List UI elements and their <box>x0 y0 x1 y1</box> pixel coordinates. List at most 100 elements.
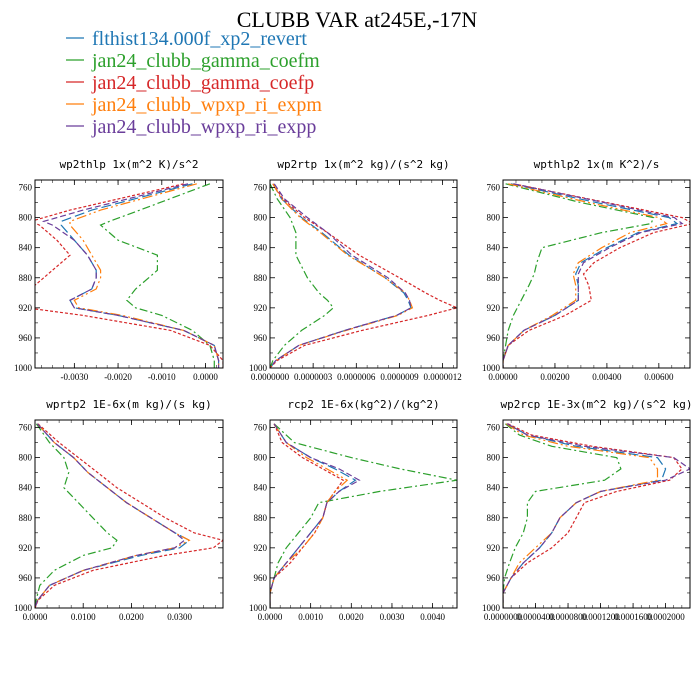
series-line <box>270 423 345 608</box>
x-tick-label: 0.0300 <box>167 612 192 622</box>
y-tick-label: 920 <box>487 543 501 553</box>
plot-frame <box>34 179 224 369</box>
y-tick-label: 800 <box>487 453 501 463</box>
x-tick-label: 0.0000800 <box>549 612 588 622</box>
panel-grid: wp2thlp 1x(m^2 K)/s^2 760 800 840 880 920 960 1… <box>14 158 693 622</box>
y-tick-label: 960 <box>254 333 268 343</box>
legend: flthist134.000f_xp2_revertjan24_clubb_ga… <box>66 28 322 138</box>
plot-frame <box>502 419 691 609</box>
panel-title: wp2thlp 1x(m^2 K)/s^2 <box>59 158 198 171</box>
series-line <box>270 183 457 368</box>
series-line <box>35 183 223 368</box>
y-tick-label: 800 <box>19 453 33 463</box>
chart-panel: wpthlp2 1x(m K^2)/s 760 800 840 880 920 960 100… <box>482 158 691 382</box>
y-tick-label: 1000 <box>14 363 33 373</box>
x-tick-label: -0.0030 <box>60 372 88 382</box>
y-tick-label: 920 <box>254 543 268 553</box>
x-tick-label: 0.0000 <box>258 612 283 622</box>
y-tick-label: 960 <box>19 333 33 343</box>
y-tick-label: 960 <box>487 573 501 583</box>
y-tick-label: 920 <box>19 543 33 553</box>
series-line <box>503 423 622 608</box>
y-tick-label: 960 <box>487 333 501 343</box>
y-tick-label: 760 <box>254 183 268 193</box>
chart-panel: wp2rcp 1E-3x(m^2 kg)/(s^2 kg) 760 800 840 88… <box>482 398 693 622</box>
x-tick-label: -0.0010 <box>148 372 176 382</box>
x-tick-label: 0.0030 <box>380 612 405 622</box>
x-tick-label: 0.0000000 <box>251 372 290 382</box>
x-tick-label: 0.0000000 <box>484 612 523 622</box>
figure-title: CLUBB VAR at245E,-17N <box>237 7 478 32</box>
y-tick-label: 840 <box>254 243 268 253</box>
y-tick-label: 800 <box>254 213 268 223</box>
series-line <box>270 423 361 608</box>
y-tick-label: 800 <box>19 213 33 223</box>
y-tick-label: 880 <box>19 513 33 523</box>
y-tick-label: 880 <box>254 273 268 283</box>
y-tick-label: 840 <box>19 243 33 253</box>
legend-label: jan24_clubb_wpxp_ri_expm <box>91 94 322 116</box>
panel-title: wprtp2 1E-6x(m kg)/(s kg) <box>46 398 212 411</box>
plot-frame <box>269 419 458 609</box>
x-tick-label: 0.0040 <box>420 612 445 622</box>
legend-label: jan24_clubb_gamma_coefp <box>91 72 314 94</box>
y-tick-label: 1000 <box>482 603 501 613</box>
series-line <box>270 183 335 368</box>
series-line <box>503 423 683 608</box>
chart-panel: wp2thlp 1x(m^2 K)/s^2 760 800 840 880 920 960 1… <box>14 158 224 382</box>
panel-title: wp2rtp 1x(m^2 kg)/(s^2 kg) <box>277 158 449 171</box>
x-tick-label: 0.0020 <box>339 612 364 622</box>
series-line <box>35 423 118 608</box>
y-tick-label: 1000 <box>249 363 268 373</box>
y-tick-label: 880 <box>487 513 501 523</box>
y-tick-label: 960 <box>19 573 33 583</box>
y-tick-label: 760 <box>487 423 501 433</box>
x-tick-label: 0.0001200 <box>581 612 620 622</box>
y-tick-label: 880 <box>254 513 268 523</box>
y-tick-label: 840 <box>487 243 501 253</box>
y-tick-label: 760 <box>19 183 33 193</box>
y-tick-label: 880 <box>487 273 501 283</box>
y-tick-label: 960 <box>254 573 268 583</box>
x-tick-label: 0.0000012 <box>423 372 461 382</box>
y-tick-label: 840 <box>19 483 33 493</box>
y-tick-label: 920 <box>254 303 268 313</box>
plot-frame <box>502 179 691 369</box>
series-line <box>35 423 223 608</box>
chart-panel: rcp2 1E-6x(kg^2)/(kg^2) 760 800 840 880 920 96… <box>249 398 458 622</box>
series-line <box>41 183 220 368</box>
series-line <box>503 183 655 368</box>
x-tick-label: 0.00000 <box>488 372 518 382</box>
x-tick-label: -0.0020 <box>104 372 132 382</box>
series-line <box>503 183 690 368</box>
series-line <box>99 183 215 368</box>
series-line <box>270 183 414 368</box>
legend-label: flthist134.000f_xp2_revert <box>92 28 307 50</box>
panel-title: wpthlp2 1x(m K^2)/s <box>534 158 660 171</box>
x-tick-label: 0.0002000 <box>646 612 685 622</box>
y-tick-label: 920 <box>19 303 33 313</box>
y-tick-label: 760 <box>254 423 268 433</box>
series-line <box>69 183 220 368</box>
y-tick-label: 1000 <box>482 363 501 373</box>
plot-frame <box>269 179 458 369</box>
series-line <box>270 423 349 608</box>
x-tick-label: 0.0100 <box>71 612 96 622</box>
legend-label: jan24_clubb_gamma_coefm <box>91 50 320 72</box>
legend-label: jan24_clubb_wpxp_ri_expp <box>91 116 316 138</box>
chart-panel: wprtp2 1E-6x(m kg)/(s kg) 760 800 840 880 920… <box>14 398 224 622</box>
series-line <box>270 183 412 368</box>
y-tick-label: 800 <box>487 213 501 223</box>
y-tick-label: 880 <box>19 273 33 283</box>
series-line <box>270 423 457 608</box>
y-tick-label: 840 <box>254 483 268 493</box>
x-tick-label: 0.0000 <box>23 612 48 622</box>
x-tick-label: 0.0001600 <box>614 612 653 622</box>
x-tick-label: 0.0000003 <box>294 372 333 382</box>
y-tick-label: 840 <box>487 483 501 493</box>
x-tick-label: 0.0010 <box>298 612 323 622</box>
y-tick-label: 1000 <box>14 603 33 613</box>
chart-panel: wp2rtp 1x(m^2 kg)/(s^2 kg) 760 800 840 880 92… <box>249 158 462 382</box>
y-tick-label: 920 <box>487 303 501 313</box>
